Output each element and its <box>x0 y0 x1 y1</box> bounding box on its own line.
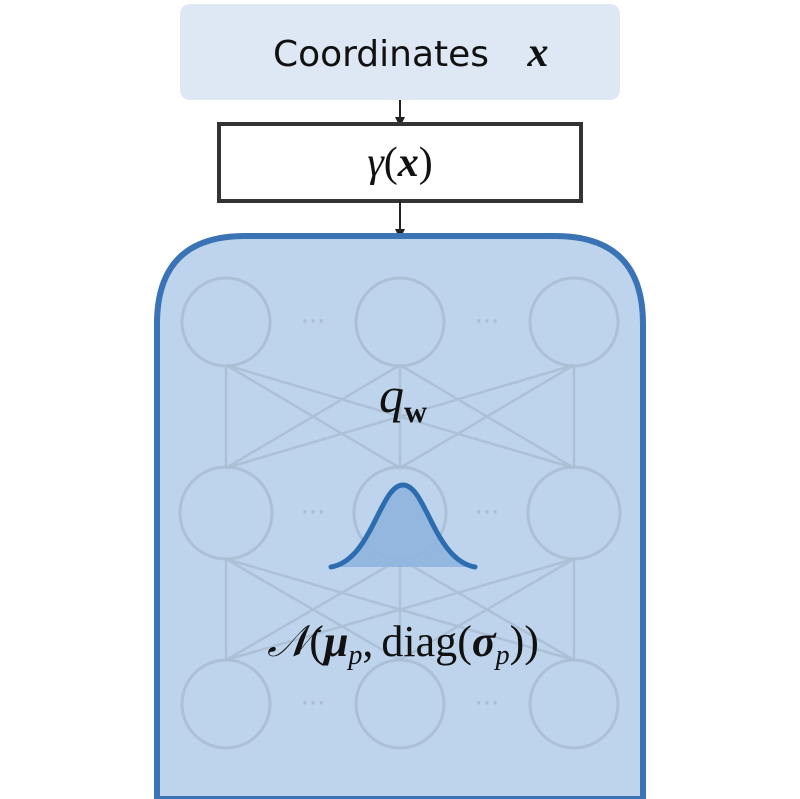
ellipsis: ··· <box>301 689 326 719</box>
prior-open-paren: ( <box>309 617 324 666</box>
prior-sigma: σ <box>472 617 497 666</box>
ellipsis: ··· <box>475 689 500 719</box>
prior-close-parens: )) <box>510 617 539 666</box>
network-node <box>180 658 272 750</box>
network-edges <box>224 363 576 662</box>
network-node <box>528 276 620 368</box>
encoding-symbol: x <box>397 140 419 186</box>
encoding-label: γ(x) <box>367 140 433 186</box>
ellipsis: ··· <box>475 498 500 528</box>
network-label: qw <box>379 367 427 429</box>
ellipsis: ··· <box>475 307 500 337</box>
gaussian-curve <box>328 482 478 570</box>
coordinates-label: Coordinates <box>273 34 489 75</box>
network-node <box>178 465 274 561</box>
network-symbol: q <box>379 367 404 423</box>
prior-mu-subscript: p <box>346 640 362 671</box>
network-node <box>354 658 446 750</box>
encoding-close-paren: ) <box>419 140 433 186</box>
network-node <box>180 276 272 368</box>
prior-mu: μ <box>322 617 348 666</box>
prior-sigma-subscript: p <box>494 640 510 671</box>
coordinates-box <box>180 4 620 100</box>
encoding-open-paren: ( <box>384 140 398 186</box>
network-nodes <box>178 276 622 750</box>
prior-inner-open-paren: ( <box>457 617 472 666</box>
gaussian-fill <box>331 485 475 567</box>
ellipsis: ··· <box>301 307 326 337</box>
coordinates-symbol: x <box>527 30 549 76</box>
ellipsis: ··· <box>301 498 326 528</box>
network-node <box>528 658 620 750</box>
prior-diag: diag <box>381 617 457 666</box>
prior-label: 𝒩(μp, diag(σp)) <box>267 617 539 671</box>
network-subscript: w <box>404 393 427 429</box>
encoding-func: γ <box>367 140 385 186</box>
network-node <box>526 465 622 561</box>
network-node <box>354 276 446 368</box>
prior-comma: , <box>362 617 373 666</box>
encoding-box <box>217 122 583 203</box>
